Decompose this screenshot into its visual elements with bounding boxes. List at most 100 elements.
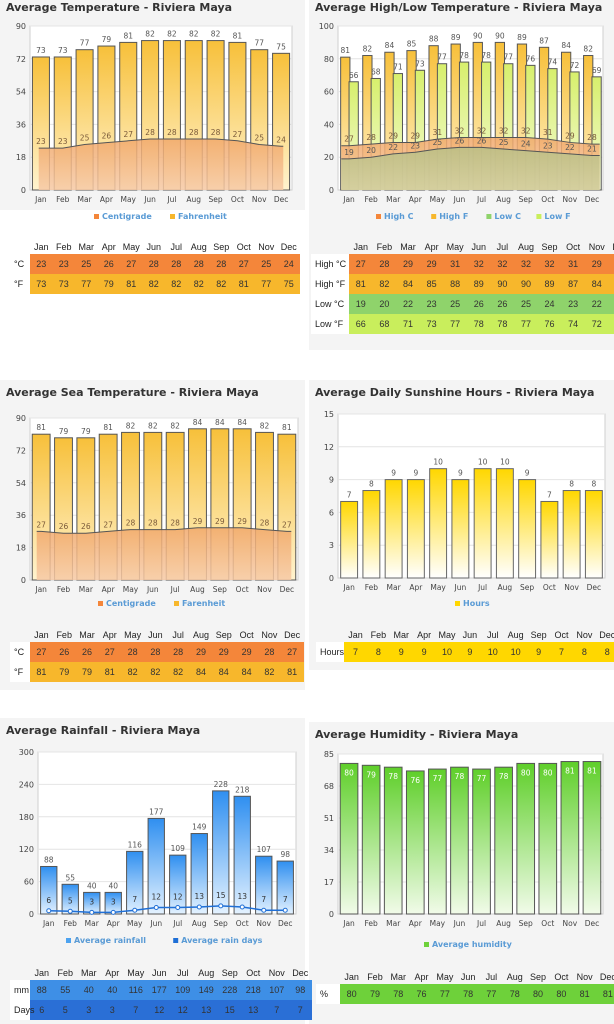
y-tick-label: 60 [24,878,34,887]
table-cell: 19 [349,294,373,314]
table-cell: 23 [30,254,53,274]
table-month-header: Jul [487,630,499,640]
table-month-header: Feb [367,972,383,982]
table-cell: 29 [419,254,444,274]
data-label: 77 [503,53,513,62]
legend-label: Low C [494,212,521,221]
table-cell: 228 [218,980,242,1000]
bar [61,883,79,915]
table-cell: 81 [120,274,143,294]
table-cell: 24 [277,254,300,274]
chart-title: Average Daily Sunshine Hours - Riviera M… [315,386,595,399]
data-label: 82 [167,30,177,39]
table-month-header: Oct [246,968,261,978]
table-cell: 32 [537,254,562,274]
table-month-header: Sep [530,630,547,640]
table-row-label: °C [10,254,30,274]
table-month-header: Jan [33,242,49,252]
table-row: °F 73 73 77 79 81 82 82 82 82 81 77 75 [10,274,300,294]
data-label: 78 [459,51,469,60]
x-tick-label: Oct [541,919,554,928]
table-month-header: Apr [101,242,116,252]
plot-area [337,413,606,579]
data-label: 28 [260,519,270,528]
table-month-header: Jan [348,630,363,640]
data-label: 81 [341,46,351,55]
x-tick-label: Dec [280,585,295,594]
table-cell: 9 [458,642,482,662]
bar [255,855,273,915]
rain-days-point [218,903,224,909]
data-label: 218 [235,785,250,794]
table-cell: 78 [466,314,491,334]
data-label: 25 [254,133,264,142]
table-cell: 82 [210,274,233,294]
table-month-header: Dec [599,972,614,982]
bar [451,479,470,579]
table-month-header: May [438,630,456,640]
bar [538,762,558,915]
table-cell: 26 [75,642,99,662]
table-corner [316,628,344,642]
data-label: 28 [145,128,155,137]
y-tick-label: 3 [329,541,334,550]
x-tick-label: Oct [543,583,556,592]
data-label: 82 [148,421,158,430]
rain-days-line [48,905,286,914]
y-tick-label: 0 [329,574,334,583]
x-tick-label: Nov [257,585,272,594]
table-row-label: Hours [316,642,344,662]
data-label: 82 [126,421,136,430]
data-label: 78 [499,772,509,781]
x-tick-label: Oct [236,585,249,594]
table-month-header: May [124,630,142,640]
x-tick-label: Jul [172,919,182,928]
table-month-header: Apr [414,972,429,982]
data-label: 29 [388,131,398,140]
data-label: 28 [148,519,158,528]
x-tick-label: Mar [386,195,401,204]
table-month-header: Sep [221,968,238,978]
rain-days-point [261,907,267,913]
rain-days-point [282,907,288,913]
data-label: 80 [521,768,531,777]
bar [405,770,425,915]
table-month-header: Jul [170,242,182,252]
data-label: 82 [211,30,221,39]
table-cell: 81 [349,274,373,294]
legend-swatch [431,214,437,219]
table-month-header: Oct [239,630,254,640]
table-month-header: Jun [460,972,476,982]
data-label: 3 [111,897,116,906]
x-tick-label: Aug [496,195,511,204]
data-label: 28 [587,133,597,142]
x-tick-label: Jul [476,195,486,204]
x-tick-label: Sep [209,195,223,204]
table-month-header: Jun [146,242,161,252]
table-cell: 84 [189,662,213,682]
table-month-header: Sep [541,242,558,252]
table-cell: 28 [372,254,397,274]
legend-swatch [486,214,492,219]
x-tick-label: Aug [190,585,205,594]
table-cell: 149 [194,980,218,1000]
x-tick-label: Aug [186,195,201,204]
x-tick-label: Jul [476,919,486,928]
data-label: 84 [385,41,395,50]
chart-title: Average Rainfall - Riviera Maya [6,724,201,737]
y-tick-label: 90 [16,414,26,423]
humidity-table: Jan Feb Mar Apr May Jun Jul Aug Sep Oct Nov Dec% 80 7… [316,970,614,1004]
table-row: Hours 7 8 9 9 10 9 10 10 9 7 8 8 [316,642,614,662]
table-cell: 32 [466,254,491,274]
data-label: 81 [233,31,243,40]
table-month-header: Nov [576,972,593,982]
data-label: 75 [276,42,286,51]
table-month-header: Mar [390,972,406,982]
x-tick-label: Apr [102,585,116,594]
bar [340,500,359,579]
data-label: 12 [151,893,161,902]
table-month-header: Jun [471,242,487,252]
table-row-label: High °F [311,274,349,294]
data-label: 78 [481,51,491,60]
data-label: 79 [81,427,91,436]
